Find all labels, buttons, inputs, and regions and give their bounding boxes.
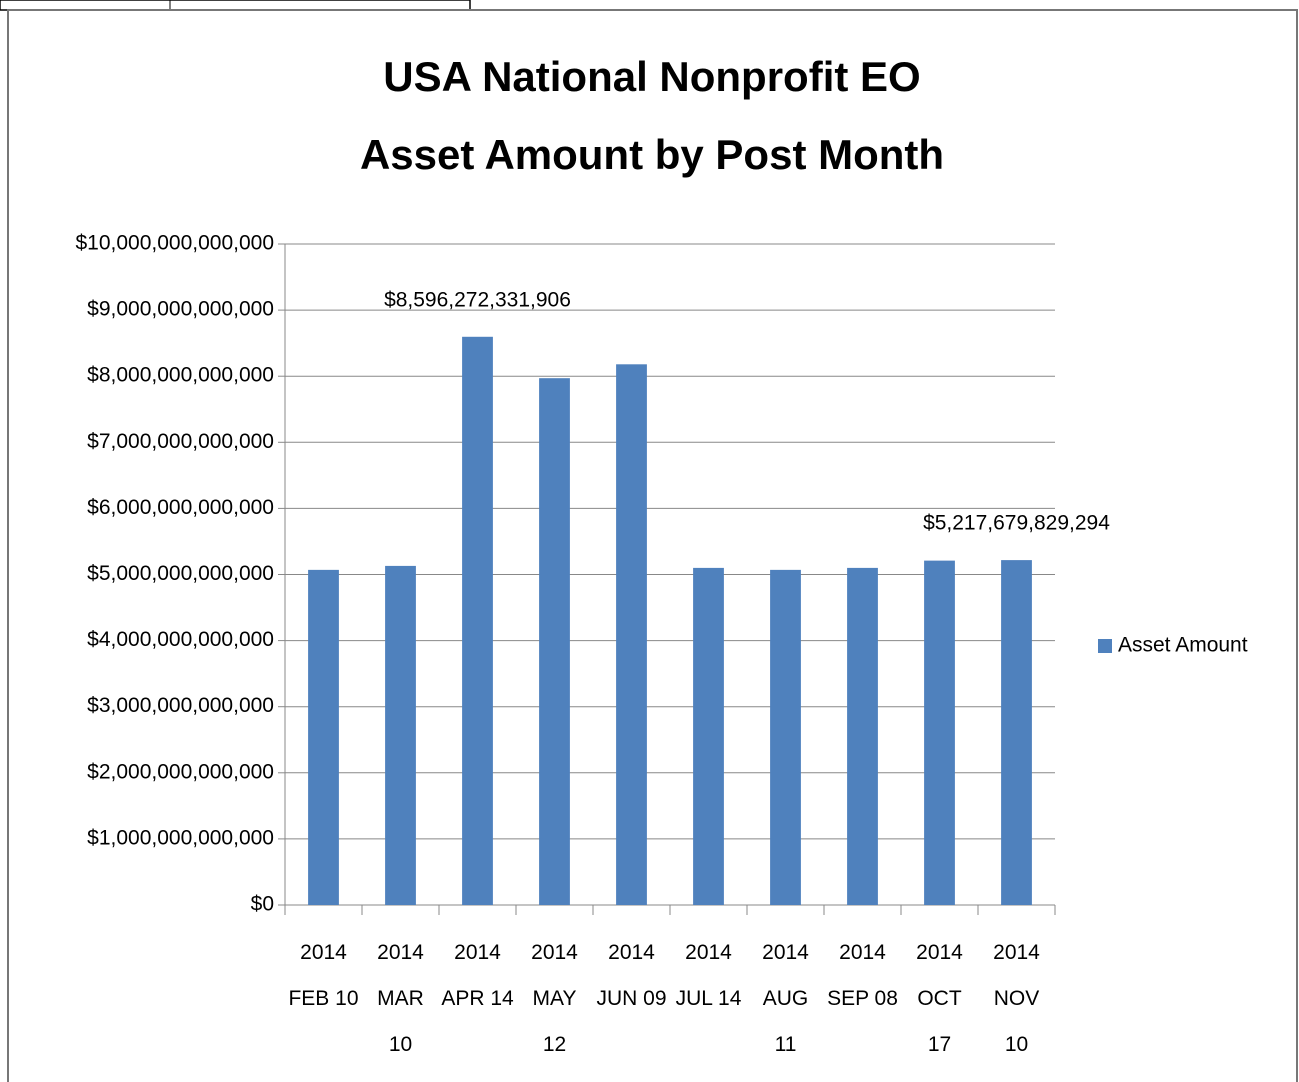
y-tick-label: $9,000,000,000,000 [87,298,274,321]
x-tick-label: 2014 APR 14 [441,941,514,1010]
chart-border [7,9,1298,1082]
legend-label: Asset Amount [1118,634,1248,657]
y-tick-label: $8,000,000,000,000 [87,364,274,387]
x-tick-label: 2014 MAR 10 [377,941,424,1056]
x-tick-label: 2014 MAY 12 [531,941,578,1056]
bar [924,560,955,905]
y-tick-label: $3,000,000,000,000 [87,694,274,717]
y-tick-label: $6,000,000,000,000 [87,496,274,519]
x-tick-label: 2014 AUG 11 [762,941,809,1056]
y-tick-label: $10,000,000,000,000 [75,232,274,255]
bar [616,364,647,905]
x-tick-label: 2014 OCT 17 [916,941,963,1056]
y-tick-label: $4,000,000,000,000 [87,628,274,651]
y-tick-label: $5,000,000,000,000 [87,562,274,585]
x-tick-label: 2014 JUL 14 [676,941,742,1010]
chart-title: USA National Nonprofit EO [383,53,920,100]
y-tick-label: $2,000,000,000,000 [87,760,274,783]
legend-swatch [1098,639,1112,653]
bar [1001,560,1032,905]
y-tick-label: $7,000,000,000,000 [87,430,274,453]
data-label: $5,217,679,829,294 [923,512,1110,535]
bar [462,336,493,906]
chart-subtitle: Asset Amount by Post Month [360,131,944,178]
x-tick-label: 2014 JUN 09 [596,941,666,1010]
y-tick-label: $1,000,000,000,000 [87,826,274,849]
data-label: $8,596,272,331,906 [384,288,571,311]
bar [308,569,339,905]
bar [385,565,416,905]
frame-tab [0,0,471,11]
x-tick-label: 2014 FEB 10 [288,941,358,1010]
x-tick-label: 2014 NOV 10 [993,941,1040,1056]
bar [539,378,570,906]
x-tick-label: 2014 SEP 08 [827,941,898,1010]
bar [770,569,801,905]
bar [693,567,724,905]
bar [847,567,878,905]
y-tick-label: $0 [251,893,274,916]
